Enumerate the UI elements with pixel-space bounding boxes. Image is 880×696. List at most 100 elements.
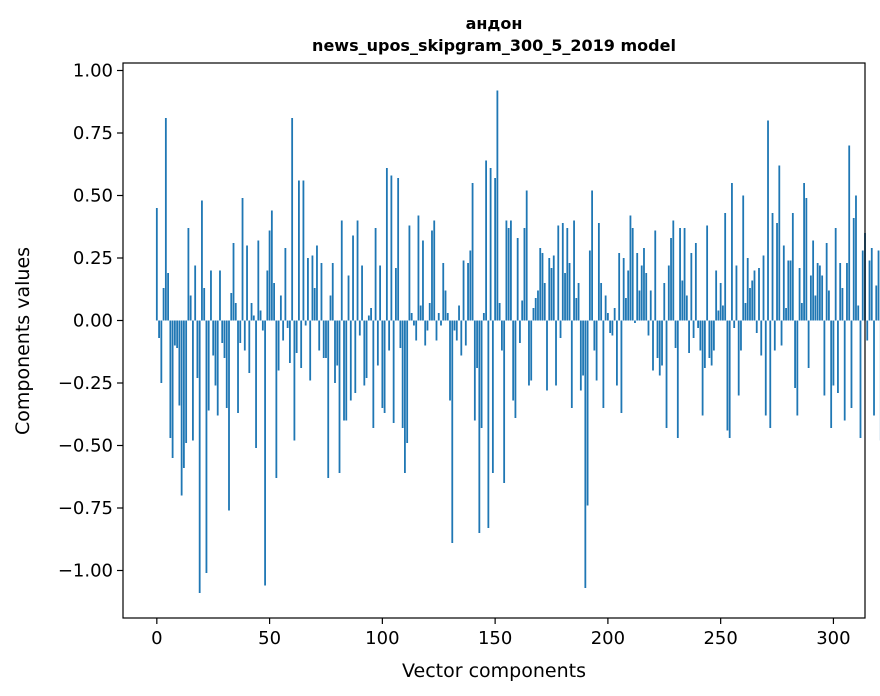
bar [672, 220, 675, 321]
bar [352, 235, 354, 321]
bar [852, 218, 855, 321]
bar [455, 320, 458, 341]
bar [176, 320, 179, 348]
bar [586, 320, 589, 506]
bar [570, 320, 573, 408]
bar [428, 303, 431, 321]
bar [694, 243, 697, 321]
bar [843, 320, 846, 421]
bar [688, 320, 690, 353]
bar [178, 320, 181, 406]
bar [381, 320, 384, 408]
bar [667, 265, 670, 321]
bar [850, 320, 853, 408]
bar [548, 258, 551, 321]
bar [478, 320, 481, 533]
bar [670, 238, 672, 321]
bar [665, 320, 668, 428]
bar [724, 213, 727, 321]
bar [232, 243, 235, 321]
bar [742, 195, 745, 321]
bar [555, 320, 557, 386]
x-axis: 0 50 100 150 200 250 300 [151, 618, 851, 649]
bar [794, 320, 796, 388]
bar [471, 183, 474, 321]
bar [595, 320, 598, 381]
bar [618, 253, 621, 321]
y-tick-label: −0.50 [58, 436, 113, 457]
bar [690, 253, 693, 321]
bar [649, 290, 652, 321]
bar [300, 320, 303, 368]
bar [374, 228, 377, 321]
bar [295, 320, 298, 353]
bar [424, 320, 427, 346]
bar [239, 320, 242, 343]
bar [703, 320, 706, 368]
bar [198, 320, 201, 593]
x-tick-label: 300 [816, 628, 850, 649]
bar [422, 240, 424, 321]
bar [410, 313, 413, 321]
bar [171, 320, 174, 458]
bar [812, 240, 815, 321]
bar [634, 320, 636, 323]
bar [706, 225, 709, 321]
bar [837, 320, 839, 393]
bar [207, 320, 210, 411]
bar [376, 320, 379, 366]
bar [868, 260, 871, 321]
bar [169, 320, 172, 438]
bar [656, 320, 659, 358]
bar [309, 320, 312, 381]
bar [629, 215, 632, 321]
bar [755, 320, 758, 333]
bar [286, 320, 289, 328]
bar [180, 320, 183, 496]
bar [185, 320, 188, 443]
bar [552, 255, 555, 321]
plot-frame [122, 62, 866, 619]
bar [785, 308, 787, 321]
x-tick-label: 250 [703, 628, 737, 649]
bar [485, 160, 487, 321]
bar [584, 320, 587, 588]
bar [451, 320, 454, 543]
bar [494, 178, 497, 321]
bar [645, 273, 648, 321]
bar [259, 310, 262, 321]
x-tick-label: 50 [258, 628, 281, 649]
bar [214, 320, 217, 386]
bar [710, 320, 713, 366]
bar [591, 190, 593, 321]
bar [593, 320, 596, 351]
bar [491, 320, 494, 473]
bar [480, 320, 483, 428]
bar [681, 280, 684, 321]
bar [189, 295, 192, 321]
bar [275, 320, 278, 478]
bar [419, 305, 422, 321]
bar [627, 270, 630, 321]
bar [557, 225, 560, 321]
bar [302, 180, 305, 321]
bar [401, 320, 404, 428]
bar [658, 320, 661, 376]
bar [489, 168, 492, 321]
bar [525, 190, 528, 321]
bar [182, 320, 185, 468]
bar [298, 180, 300, 321]
bar [523, 228, 526, 321]
bar [782, 245, 785, 321]
bar [744, 303, 747, 321]
bar [343, 320, 345, 421]
bar [512, 320, 515, 401]
bar [449, 320, 451, 401]
bar [345, 320, 348, 421]
bar [521, 300, 524, 321]
bar [663, 283, 666, 321]
bar [514, 320, 517, 418]
bar [248, 320, 251, 373]
bar [597, 223, 600, 321]
bar [762, 255, 765, 321]
